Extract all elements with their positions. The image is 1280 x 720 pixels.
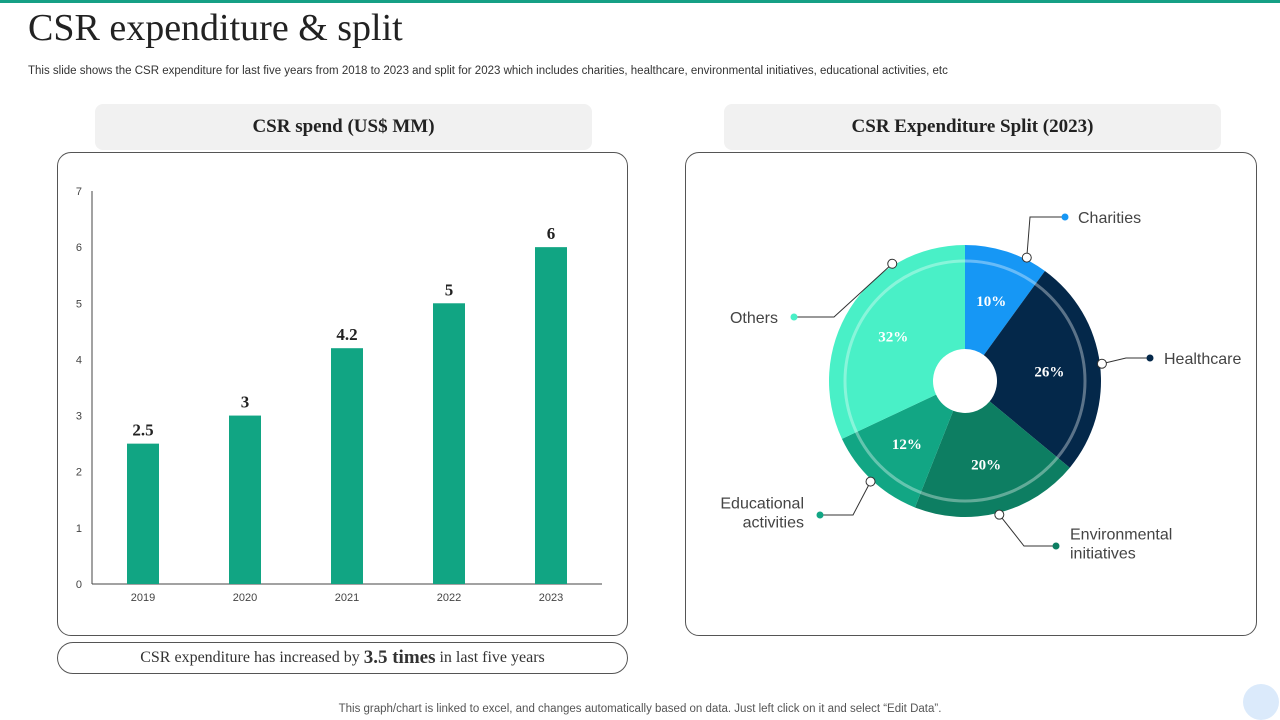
pie-slice-healthcare[interactable] [983, 270, 1101, 468]
y-tick-label: 3 [76, 411, 82, 423]
bar-2023[interactable] [535, 247, 567, 584]
bar-value-label: 3 [241, 393, 250, 412]
bar-2019[interactable] [127, 443, 159, 584]
x-tick-label: 2020 [233, 592, 257, 604]
bar-2021[interactable] [331, 348, 363, 584]
footer-note: This graph/chart is linked to excel, and… [338, 703, 942, 715]
callout-leader-line [820, 481, 871, 516]
callout-anchor-dot [1021, 252, 1032, 263]
page-subtitle: This slide shows the CSR expenditure for… [28, 65, 948, 77]
callout-label: activities [743, 515, 804, 532]
callout-anchor-dot [865, 476, 876, 487]
callout-end-dot [1061, 213, 1069, 221]
pie-slice-charities[interactable] [965, 245, 1045, 356]
callout-charities: Charities [1021, 210, 1141, 263]
pie-chart[interactable]: 10% 26% 20% 12% 32% Charities Healthcare Enviro… [686, 153, 1258, 637]
pie-slice-others[interactable] [829, 245, 965, 439]
callout-anchor-dot [887, 258, 898, 269]
callout-label: Educational [720, 496, 804, 513]
pie-chart-title: CSR Expenditure Split (2023) [851, 116, 1094, 137]
pie-percent-label: 12% [892, 437, 922, 453]
callout-end-dot [816, 511, 824, 519]
pie-chart-heading: CSR Expenditure Split (2023) [724, 104, 1221, 150]
pie-slice-environmental-initiatives[interactable] [914, 401, 1070, 517]
top-accent-rule [0, 0, 1280, 3]
growth-note: CSR expenditure has increased by 3.5 tim… [57, 642, 628, 674]
bar-2020[interactable] [229, 415, 261, 584]
bar-chart[interactable]: 0 1 2 3 4 5 6 7 2.5 2019 3 2020 4.2 2021 5 2022 6 2023 [58, 153, 629, 637]
bar-chart-panel[interactable]: 0 1 2 3 4 5 6 7 2.5 2019 3 2020 4.2 2021 5 2022 6 2023 [57, 152, 628, 636]
x-tick-label: 2019 [131, 592, 155, 604]
y-tick-label: 5 [76, 298, 82, 310]
callout-end-dot [1146, 354, 1154, 362]
callout-label: Environmental [1070, 527, 1172, 544]
pie-percent-label: 32% [878, 329, 908, 345]
callout-label: Charities [1078, 210, 1141, 227]
pie-chart-panel[interactable]: 10% 26% 20% 12% 32% Charities Healthcare Enviro… [685, 152, 1257, 636]
callout-leader-line [1101, 357, 1150, 365]
bar-value-label: 6 [547, 224, 556, 243]
pie-slice-educational-activities[interactable] [841, 394, 954, 508]
callout-leader-line [794, 263, 893, 318]
callout-educational-activities: Educational activities [720, 476, 876, 532]
callout-end-dot [1052, 542, 1060, 550]
bar-value-label: 2.5 [132, 421, 153, 440]
y-tick-label: 1 [76, 523, 82, 535]
callout-anchor-dot [994, 509, 1005, 520]
callout-label: Healthcare [1164, 351, 1241, 368]
growth-note-prefix: CSR expenditure has increased by [140, 649, 360, 666]
y-tick-label: 6 [76, 242, 82, 254]
pie-percent-label: 20% [971, 457, 1001, 473]
pie-percent-label: 10% [976, 294, 1006, 310]
y-tick-label: 4 [76, 354, 82, 366]
bar-chart-title: CSR spend (US$ MM) [252, 116, 435, 137]
callout-end-dot [790, 313, 798, 321]
bar-chart-heading: CSR spend (US$ MM) [95, 104, 592, 150]
callout-environmental-initiatives: Environmental initiatives [994, 509, 1172, 563]
pie-inner-ring [843, 259, 1087, 503]
callout-leader-line [1026, 216, 1065, 258]
pie-percent-label: 26% [1034, 364, 1064, 380]
callout-label: initiatives [1070, 546, 1136, 563]
y-tick-label: 7 [76, 186, 82, 198]
y-tick-label: 0 [76, 579, 82, 591]
bar-2022[interactable] [433, 303, 465, 584]
growth-note-suffix: in last five years [439, 649, 545, 666]
callout-healthcare: Healthcare [1096, 351, 1241, 369]
bar-value-label: 5 [445, 280, 454, 299]
callout-leader-line [998, 514, 1056, 547]
x-tick-label: 2023 [539, 592, 563, 604]
callout-anchor-dot [1096, 358, 1107, 369]
callout-others: Others [730, 258, 898, 327]
page-title: CSR expenditure & split [28, 7, 403, 49]
callout-label: Others [730, 310, 778, 327]
x-tick-label: 2022 [437, 592, 461, 604]
bar-value-label: 4.2 [336, 325, 357, 344]
y-tick-label: 2 [76, 467, 82, 479]
x-tick-label: 2021 [335, 592, 359, 604]
growth-note-emphasis: 3.5 times [363, 647, 436, 668]
corner-decoration [1243, 684, 1279, 720]
